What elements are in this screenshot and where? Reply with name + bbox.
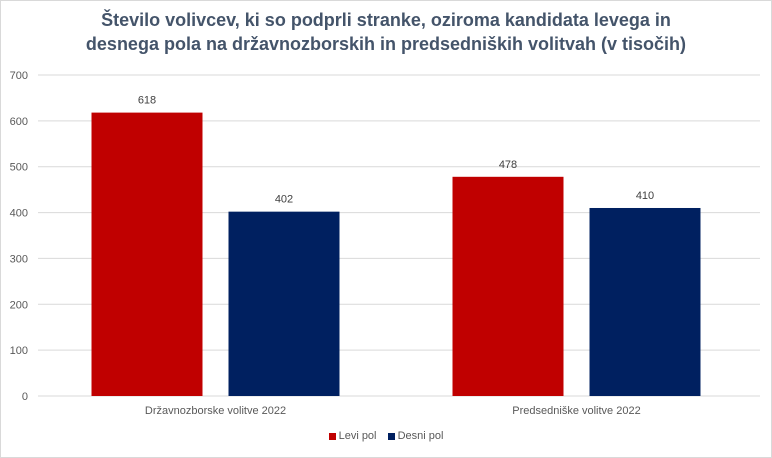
y-tick-label-600: 600: [10, 116, 28, 128]
data-label-levi-pol-2: 478: [499, 159, 517, 171]
y-tick-label-200: 200: [10, 299, 28, 311]
bars: [91, 112, 701, 397]
x-category-label-2: Predsedniške volitve 2022: [512, 405, 640, 417]
data-label-desni-pol-2: 410: [636, 190, 654, 202]
data-labels: 618 402 478 410: [138, 95, 654, 206]
bar-desni-pol-1: [228, 211, 340, 396]
data-label-desni-pol-1: 402: [275, 194, 293, 206]
y-axis-ticks: 0 100 200 300 400 500 600 700: [10, 70, 28, 403]
legend-label-desni-pol: Desni pol: [397, 430, 444, 442]
x-axis-categories: Državnozborske volitve 2022 Predsedniške …: [145, 405, 641, 417]
legend-item-desni-pol: Desni pol: [387, 430, 444, 442]
y-tick-label-0: 0: [22, 391, 28, 403]
x-category-label-1: Državnozborske volitve 2022: [145, 405, 286, 417]
bar-levi-pol-2: [452, 176, 564, 396]
chart-title-line-1: Število volivcev, ki so podprli stranke,…: [101, 10, 671, 30]
chart-title-line-2: desnega pola na državnozborskih in preds…: [85, 34, 687, 54]
y-tick-label-400: 400: [10, 208, 28, 220]
legend-label-levi-pol: Levi pol: [338, 430, 377, 442]
legend-swatch-levi-pol: [328, 432, 336, 440]
bar-levi-pol-1: [91, 112, 203, 397]
bar-desni-pol-2: [589, 207, 701, 396]
y-tick-label-500: 500: [10, 162, 28, 174]
y-tick-label-100: 100: [10, 345, 28, 357]
data-label-levi-pol-1: 618: [138, 95, 156, 107]
chart-title: Število volivcev, ki so podprli stranke,…: [0, 8, 772, 56]
y-tick-label-300: 300: [10, 253, 28, 265]
legend-item-levi-pol: Levi pol: [328, 430, 377, 442]
y-tick-label-700: 700: [10, 70, 28, 82]
legend-swatch-desni-pol: [387, 432, 395, 440]
legend: Levi pol Desni pol: [0, 430, 772, 443]
